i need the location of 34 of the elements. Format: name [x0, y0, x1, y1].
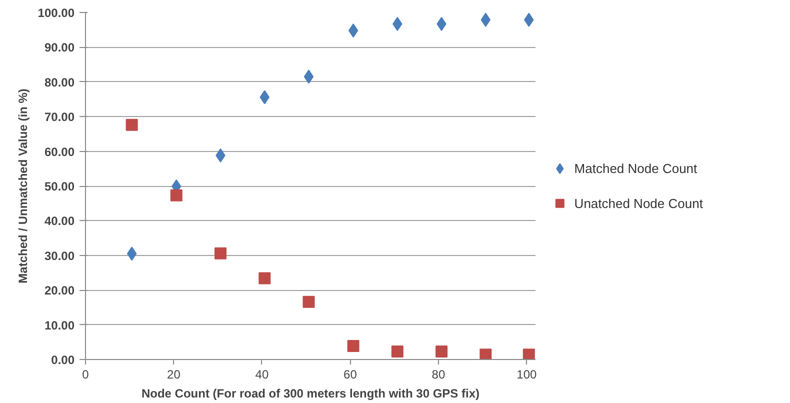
y-tick-label: 90.00 — [44, 40, 75, 55]
y-tick-label: 70.00 — [44, 110, 75, 124]
y-tick-label: 100.00 — [38, 6, 75, 20]
point — [126, 118, 138, 131]
y-tick-label: 30.00 — [44, 248, 75, 263]
point — [214, 247, 226, 260]
x-axis-title: Node Count (For road of 300 meters length with 30 GPS fix) — [141, 386, 480, 400]
y-tick-label: 20.00 — [44, 284, 75, 298]
point — [126, 246, 137, 261]
point — [348, 24, 358, 38]
y-tick-label: 0.00 — [51, 353, 75, 367]
x-tick-label: 40 — [255, 368, 269, 382]
y-tick-label: 10.00 — [44, 318, 75, 332]
point — [436, 346, 448, 358]
point — [302, 296, 315, 308]
x-tick-label: 80 — [432, 368, 446, 382]
y-tick-label: 80.00 — [44, 75, 75, 90]
legend-label: Unatched Node Count — [574, 196, 704, 211]
point — [391, 346, 404, 358]
legend-label: Matched Node Count — [574, 161, 698, 176]
point — [522, 348, 535, 360]
point — [347, 340, 360, 352]
point — [258, 272, 271, 284]
point — [480, 348, 492, 360]
y-tick-label: 50.00 — [44, 180, 75, 194]
point — [304, 70, 314, 84]
y-tick-label: 40.00 — [44, 214, 75, 228]
y-tick-label: 60.00 — [44, 144, 75, 159]
x-tick-label: 0 — [82, 368, 90, 382]
point — [170, 189, 182, 202]
x-tick-label: 20 — [167, 368, 181, 382]
y-axis-title: Matched / Unmatched Value (in %) — [16, 88, 30, 284]
x-tick-label: 100 — [516, 368, 538, 382]
x-tick-label: 60 — [344, 368, 358, 382]
